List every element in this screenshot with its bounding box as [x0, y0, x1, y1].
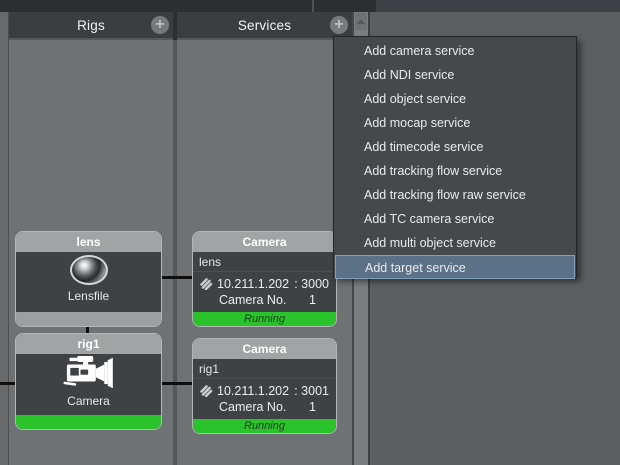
rig-node-rig1-type: Camera [67, 394, 110, 408]
service-node-2-camera-no: 1 [309, 400, 316, 414]
service-node-2-camera-no-label: Camera No. [219, 400, 287, 414]
rig-node-lens-status-bar [16, 312, 161, 326]
top-strip-divider [312, 0, 314, 12]
service-node-1-camera-no-row: Camera No. 1 [193, 291, 336, 307]
service-node-2-port: : 3001 [294, 384, 329, 398]
connector-lens-to-rig1 [86, 326, 89, 334]
rig-node-lens-title: lens [16, 232, 161, 252]
connector-lens-to-camera-service [162, 276, 192, 279]
up-arrow-icon [357, 19, 365, 24]
service-node-2-status-bar: Running [193, 419, 336, 433]
video-camera-icon [62, 356, 113, 389]
menu-item-add-ndi-service[interactable]: Add NDI service [364, 68, 455, 82]
service-node-camera-rig1[interactable]: Camera rig1 10.211.1.202 : 3001 Camera N… [192, 338, 337, 434]
rig-node-rig1[interactable]: rig1 Camera [15, 333, 162, 430]
service-node-1-status: Running [244, 313, 285, 325]
service-node-1-camera-no-label: Camera No. [219, 293, 287, 307]
column-gap-header [173, 12, 177, 40]
rig-node-rig1-status-bar [16, 415, 161, 429]
rig-node-lens-type: Lensfile [67, 289, 110, 303]
service-node-1-ip-row: 10.211.1.202 : 3000 [193, 272, 336, 291]
network-icon [200, 278, 213, 290]
add-service-context-menu: Add camera service Add NDI service Add o… [333, 36, 577, 279]
lens-icon [69, 255, 108, 285]
menu-item-add-mocap-service[interactable]: Add mocap service [364, 116, 471, 130]
service-node-1-source: lens [193, 252, 336, 272]
rig-node-rig1-title: rig1 [16, 334, 161, 354]
services-column-header: Services + [177, 12, 352, 40]
menu-item-add-timecode-service[interactable]: Add timecode service [364, 140, 484, 154]
left-edge-strip [0, 12, 8, 465]
menu-item-add-target-service[interactable]: Add target service [335, 255, 575, 279]
network-icon [200, 385, 213, 397]
service-node-2-camera-no-row: Camera No. 1 [193, 398, 336, 414]
rig-node-lens-body: Lensfile [16, 252, 161, 303]
add-rig-button[interactable]: + [151, 16, 169, 34]
rig-node-rig1-body: Camera [16, 354, 161, 408]
service-node-2-source: rig1 [193, 359, 336, 379]
rigs-column-title: Rigs [77, 17, 105, 33]
service-node-2-title: Camera [193, 339, 336, 359]
service-node-2-status: Running [244, 420, 285, 432]
service-node-1-camera-no: 1 [309, 293, 316, 307]
service-node-1-port: : 3000 [294, 277, 329, 291]
add-service-button[interactable]: + [330, 16, 348, 34]
service-node-1-title: Camera [193, 232, 336, 252]
service-node-1-ip: 10.211.1.202 [217, 277, 290, 291]
menu-item-add-multi-object-service[interactable]: Add multi object service [364, 236, 497, 250]
service-node-2-ip: 10.211.1.202 [217, 384, 290, 398]
connector-left-to-rig1 [0, 382, 15, 385]
column-gap [173, 40, 177, 465]
service-node-2-ip-row: 10.211.1.202 : 3001 [193, 379, 336, 398]
services-column-title: Services [237, 17, 292, 33]
menu-item-add-object-service[interactable]: Add object service [364, 92, 467, 106]
connector-rig1-to-camera-service [162, 382, 192, 385]
menu-item-add-tc-camera-service[interactable]: Add TC camera service [364, 212, 495, 226]
service-node-camera-lens[interactable]: Camera lens 10.211.1.202 : 3000 Camera N… [192, 231, 337, 327]
top-strip-right-segment [376, 0, 620, 12]
service-node-1-status-bar: Running [193, 312, 336, 326]
rig-node-lens[interactable]: lens Lensfile [15, 231, 162, 327]
menu-item-add-tracking-flow-service[interactable]: Add tracking flow service [364, 164, 503, 178]
scrollbar-up-button[interactable] [355, 13, 367, 30]
rigs-column-header: Rigs + [9, 12, 173, 40]
menu-item-add-camera-service[interactable]: Add camera service [364, 44, 475, 58]
menu-item-add-tracking-flow-raw-service[interactable]: Add tracking flow raw service [364, 188, 526, 202]
